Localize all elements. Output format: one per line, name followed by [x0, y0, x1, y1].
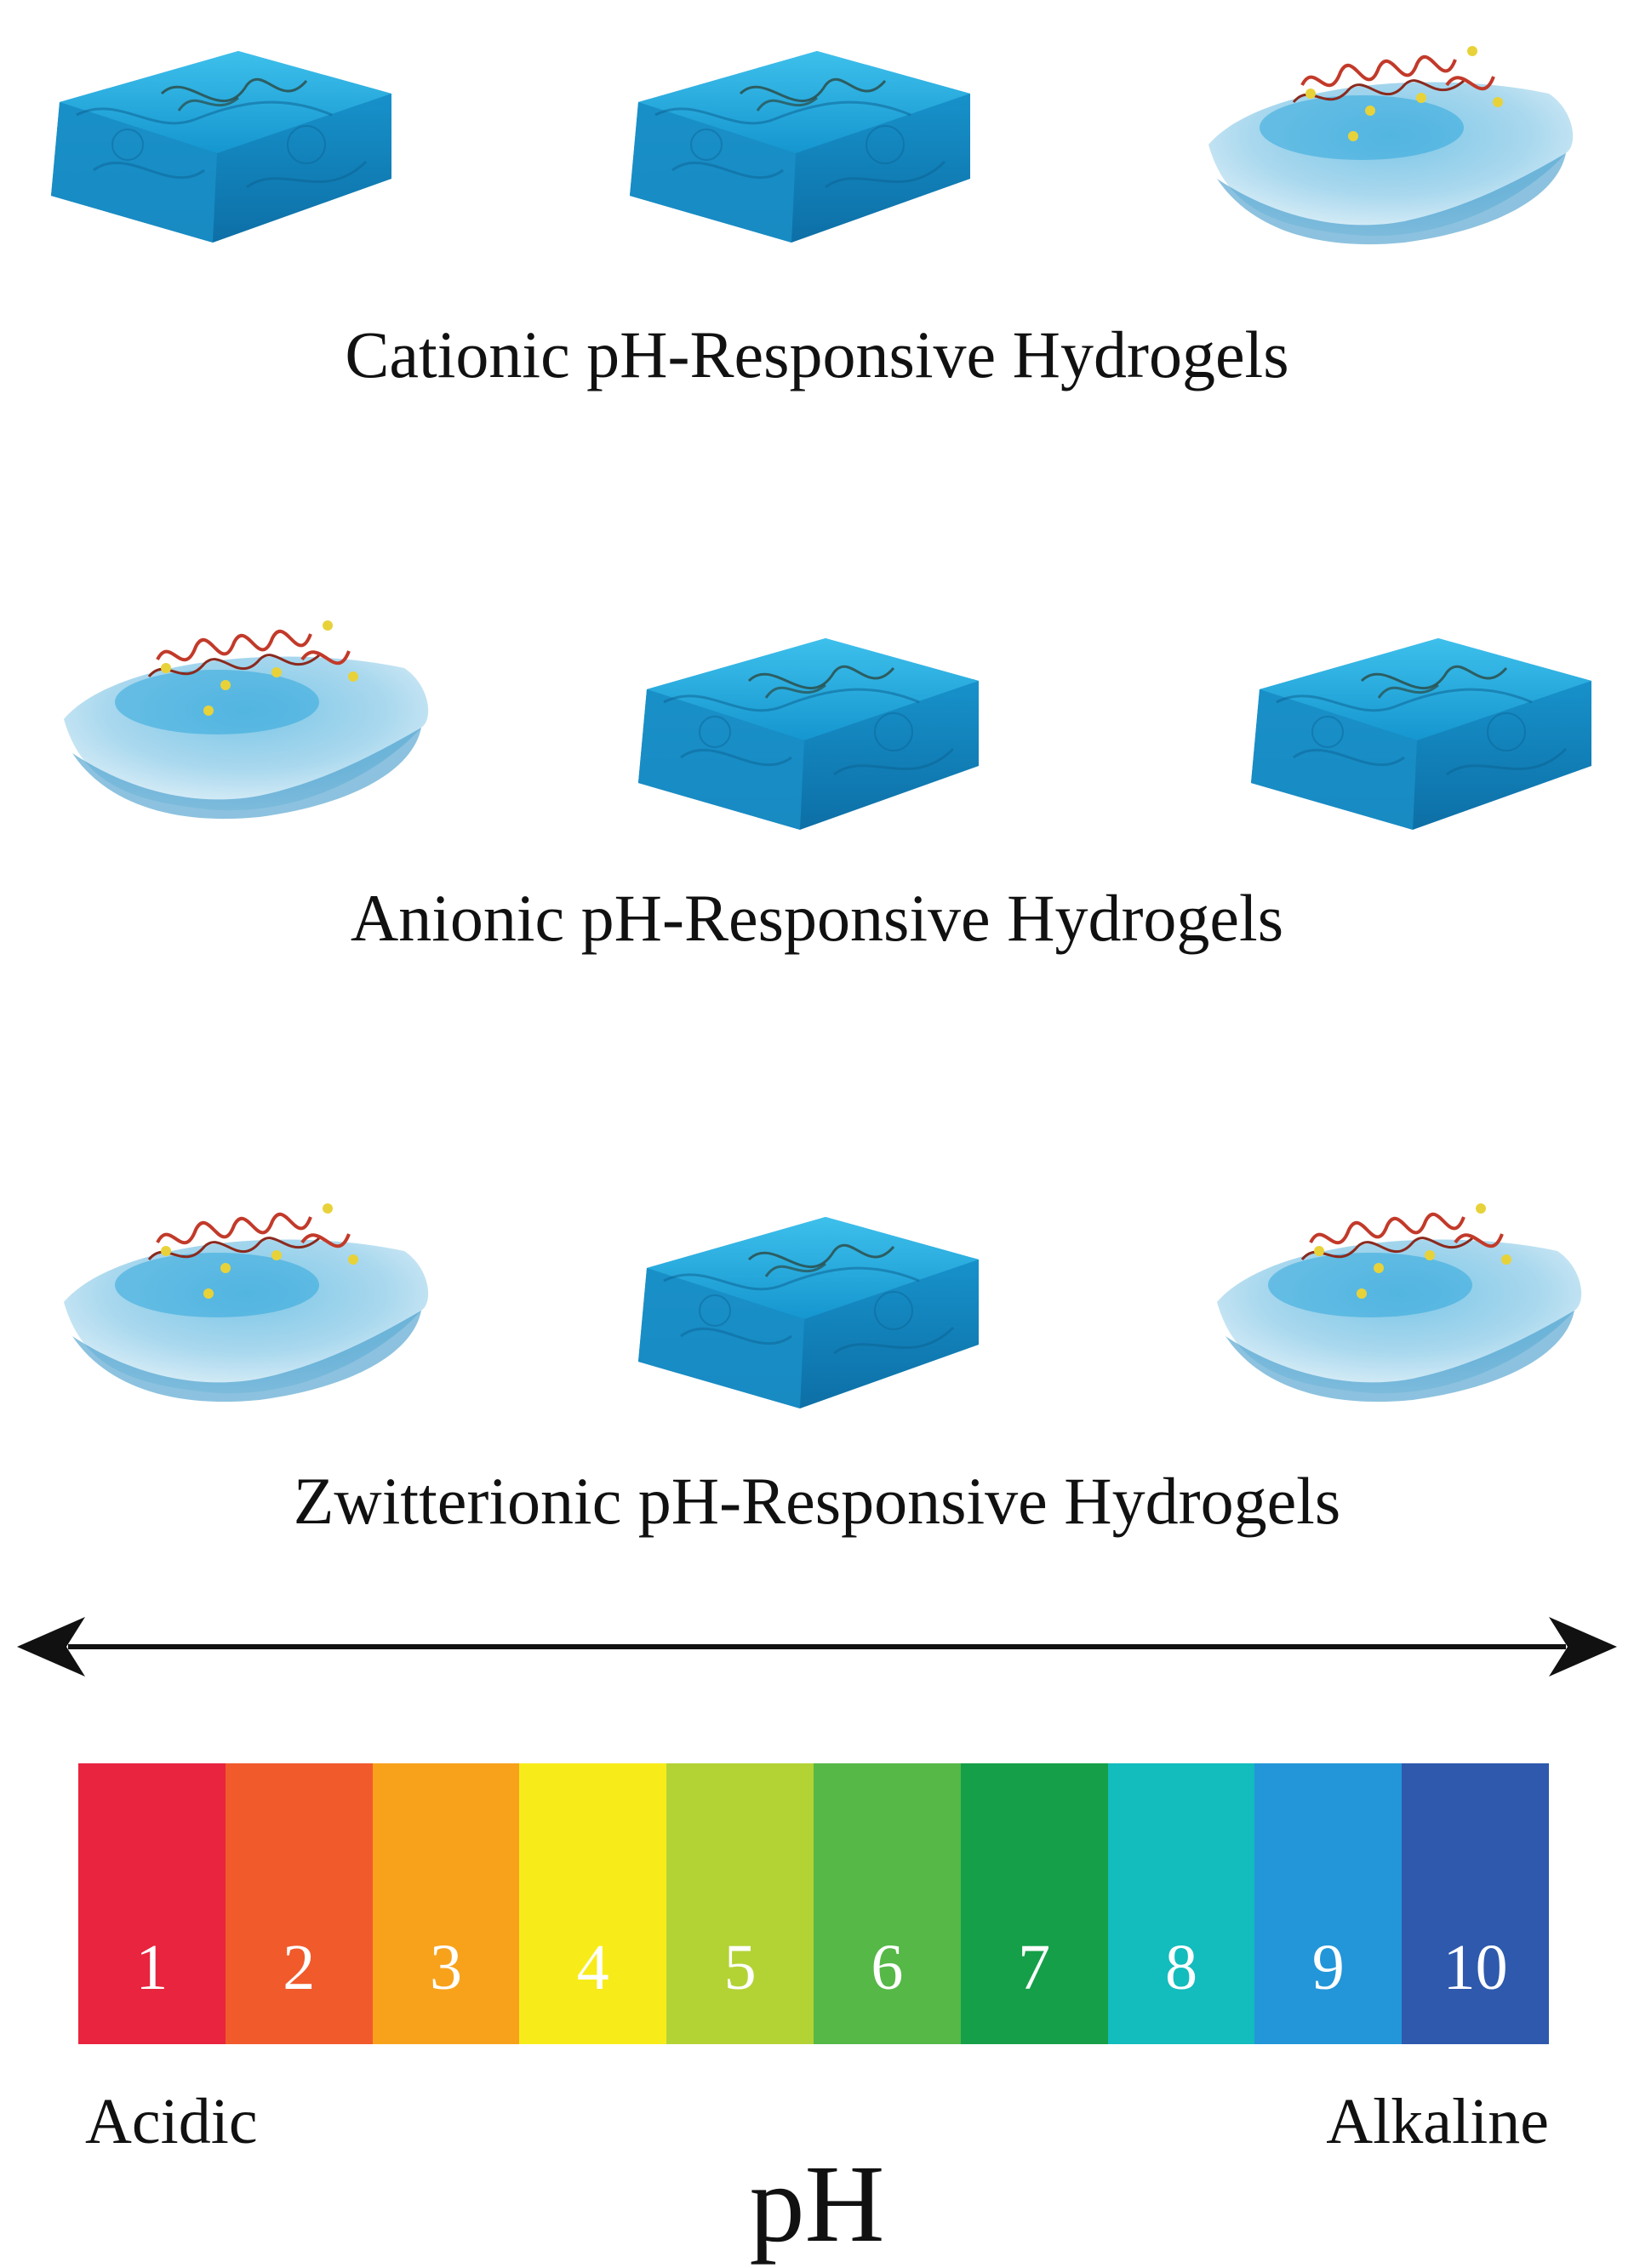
- ph-cell-4: 4: [519, 1763, 667, 2044]
- gel-row2-col1: [62, 619, 431, 821]
- ph-cell-5: 5: [666, 1763, 814, 2044]
- acidic-label: Acidic: [85, 2086, 258, 2157]
- label-zwitterionic: Zwitterionic pH-Responsive Hydrogels: [293, 1464, 1341, 1538]
- gel-row3-col1: [62, 1202, 431, 1404]
- gel-row3-col2: [637, 1215, 980, 1410]
- ph-cell-3: 3: [372, 1763, 520, 2044]
- gel-row2-col3: [1249, 637, 1593, 831]
- double-headed-arrow: [17, 1617, 1617, 1677]
- gel-row3-col3: [1215, 1202, 1584, 1404]
- ph-cell-9: 9: [1254, 1763, 1403, 2044]
- label-anionic: Anionic pH-Responsive Hydrogels: [350, 881, 1284, 955]
- gel-row1-col3: [1207, 44, 1575, 247]
- ph-cell-2: 2: [225, 1763, 373, 2044]
- ph-scale: 1 2 3 4 5 6 7 8 9 10: [78, 1763, 1549, 2044]
- ph-cell-6: 6: [813, 1763, 961, 2044]
- gel-row1-col1: [49, 49, 393, 244]
- alkaline-label: Alkaline: [1326, 2086, 1549, 2157]
- label-cationic: Cationic pH-Responsive Hydrogels: [345, 317, 1289, 391]
- gel-row2-col2: [637, 637, 980, 831]
- gel-row1-col2: [628, 49, 972, 244]
- ph-cell-8: 8: [1107, 1763, 1255, 2044]
- ph-cell-7: 7: [960, 1763, 1108, 2044]
- ph-cell-10: 10: [1402, 1763, 1549, 2044]
- ph-cell-1: 1: [78, 1763, 226, 2044]
- ph-title: pH: [749, 2143, 885, 2265]
